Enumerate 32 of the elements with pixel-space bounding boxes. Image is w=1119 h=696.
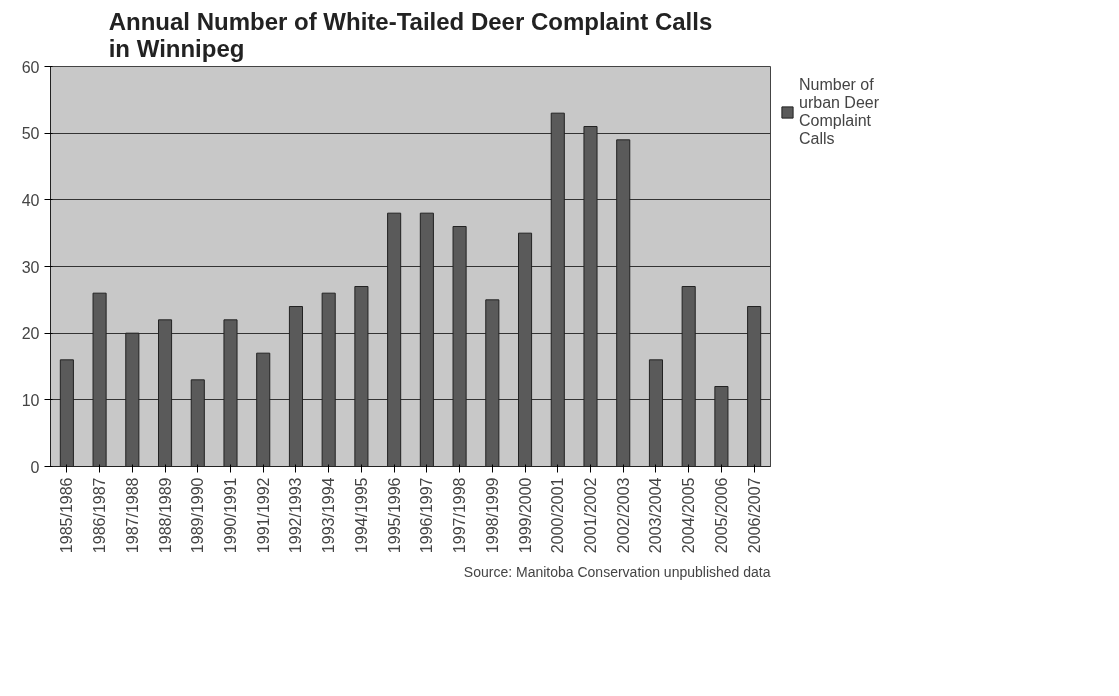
source-note: Source: Manitoba Conservation unpublished data [463,563,771,580]
x-tick-label: 1988/1989 [156,477,174,554]
x-tick-label: 1996/1997 [418,477,436,554]
x-tick-label: 1997/1998 [451,477,469,554]
x-tick-label: 2005/2006 [712,477,730,554]
x-tick-label: 2000/2001 [549,477,567,554]
y-tick-label: 20 [21,325,40,343]
x-tick-label: 1990/1991 [222,477,239,554]
x-tick-label: 1994/1995 [352,477,370,554]
x-tick-label: 1987/1988 [123,477,141,554]
x-tick-label: 1985/1986 [58,477,76,554]
y-tick-label: 50 [21,125,40,143]
y-tick-label: 10 [21,391,40,409]
y-tick-label: 60 [21,58,40,76]
x-tick-label: 1992/1993 [287,477,305,554]
y-tick-label: 40 [21,191,40,209]
x-tick-label: 1999/2000 [516,477,534,554]
legend-label: Number of urban Deer Complaint Calls [799,76,880,148]
chart-title: Annual Number of White-Tailed Deer Complaint Calls in Winnipeg [108,7,713,62]
x-tick-label: 2003/2004 [647,477,665,554]
x-tick-label: 1995/1996 [385,477,403,554]
x-tick-label: 2002/2003 [614,477,632,554]
x-tick-label: 1991/1992 [254,477,272,554]
x-tick-label: 1993/1994 [320,477,338,554]
x-tick-label: 2004/2005 [680,477,698,554]
x-tick-label: 2006/2007 [745,477,763,554]
y-tick-label: 0 [30,458,40,476]
y-tick-label: 30 [21,258,40,276]
x-tick-label: 2001/2002 [582,477,599,554]
x-tick-label: 1998/1999 [483,477,501,554]
x-tick-label: 1989/1990 [189,477,207,554]
x-tick-label: 1986/1987 [91,477,109,554]
